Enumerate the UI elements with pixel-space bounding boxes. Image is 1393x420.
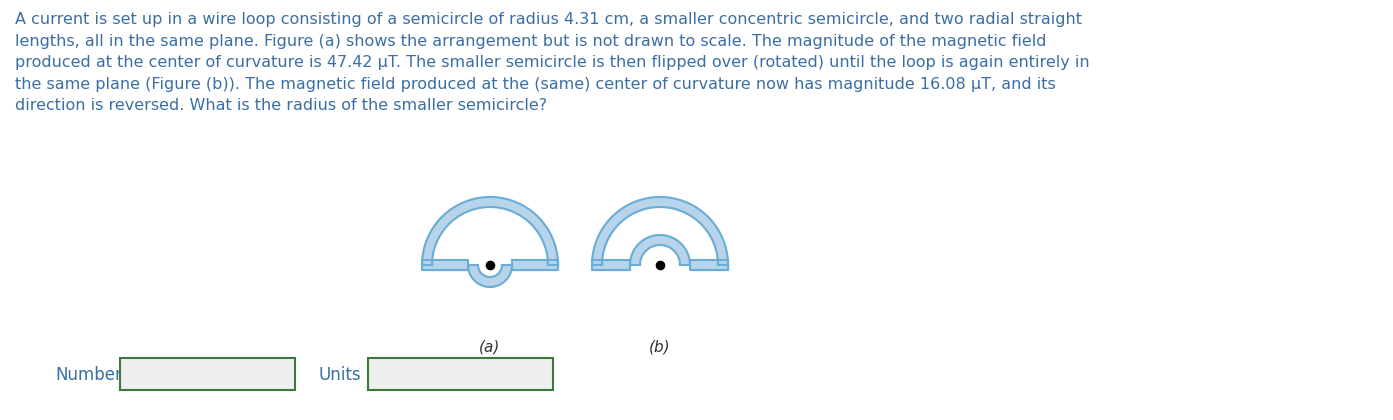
Polygon shape xyxy=(690,260,729,270)
Bar xyxy=(368,358,553,390)
Text: A current is set up in a wire loop consisting of a semicircle of radius 4.31 cm,: A current is set up in a wire loop consi… xyxy=(15,12,1089,113)
Text: (a): (a) xyxy=(479,340,500,355)
Point xyxy=(649,262,671,268)
Polygon shape xyxy=(422,197,559,265)
Text: Number: Number xyxy=(54,366,121,384)
Polygon shape xyxy=(513,260,559,270)
Point xyxy=(479,262,501,268)
Polygon shape xyxy=(630,235,690,265)
Bar xyxy=(120,358,295,390)
Polygon shape xyxy=(468,265,513,287)
Text: Units: Units xyxy=(318,366,361,384)
Text: (b): (b) xyxy=(649,340,671,355)
Polygon shape xyxy=(592,197,729,265)
Polygon shape xyxy=(592,260,630,270)
Polygon shape xyxy=(422,260,468,270)
Text: ∨: ∨ xyxy=(536,368,545,381)
